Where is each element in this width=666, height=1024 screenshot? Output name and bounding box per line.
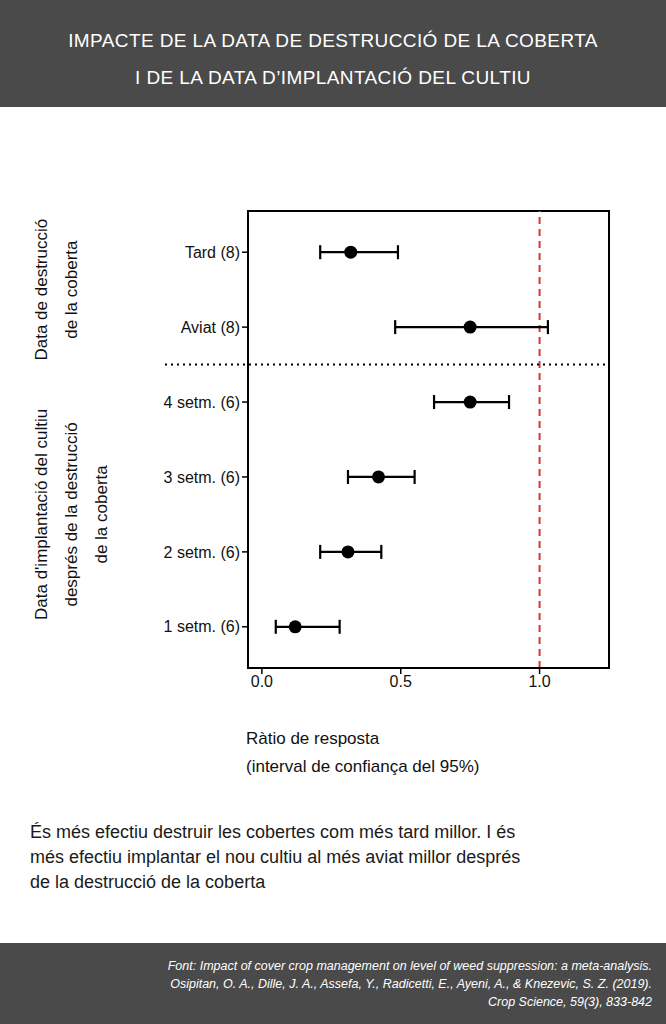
html-text:És més efectiu destruir les co: És més efectiu destruir les cobertes com… — [30, 822, 516, 842]
html-text:IMPACTE DE LA DATA DE DESTRUCC: IMPACTE DE LA DATA DE DESTRUCCIÓ DE LA C… — [68, 30, 598, 51]
html-text:de la destrucció de la coberta: de la destrucció de la coberta — [30, 872, 266, 892]
svg-text:de la coberta: de la coberta — [62, 240, 81, 339]
svg-text:3 setm. (6): 3 setm. (6) — [164, 469, 240, 486]
svg-text:0.5: 0.5 — [390, 673, 412, 690]
svg-text:Data d'implantació del cultiu: Data d'implantació del cultiu — [32, 409, 51, 620]
svg-text:1 setm. (6): 1 setm. (6) — [164, 618, 240, 635]
html-text:Font: Impact of cover crop man: Font: Impact of cover crop management on… — [167, 959, 652, 973]
svg-text:després de la destrucció: després de la destrucció — [62, 422, 81, 606]
html-text:Ràtio de resposta: Ràtio de resposta — [246, 729, 380, 748]
html-text:més efectiu implantar el nou c: més efectiu implantar el nou cultiu al m… — [30, 847, 521, 867]
svg-text:Aviat (8): Aviat (8) — [181, 319, 240, 336]
html-text:Crop Science, 59(3), 833-842: Crop Science, 59(3), 833-842 — [488, 995, 652, 1009]
svg-text:Data de destrucció: Data de destrucció — [32, 219, 51, 361]
svg-text:de la coberta: de la coberta — [92, 465, 111, 564]
html-text:I DE LA DATA D’IMPLANTACIÓ DEL: I DE LA DATA D’IMPLANTACIÓ DEL CULTIU — [135, 67, 531, 88]
svg-text:0.0: 0.0 — [251, 673, 273, 690]
svg-text:4 setm. (6): 4 setm. (6) — [164, 394, 240, 411]
svg-text:1.0: 1.0 — [528, 673, 550, 690]
svg-text:Tard (8): Tard (8) — [185, 244, 240, 261]
html-text:Osipitan, O. A., Dille, J. A.,: Osipitan, O. A., Dille, J. A., Assefa, Y… — [170, 977, 652, 991]
svg-text:2 setm. (6): 2 setm. (6) — [164, 544, 240, 561]
html-text:(interval de confiança del 95%: (interval de confiança del 95%) — [246, 757, 480, 776]
